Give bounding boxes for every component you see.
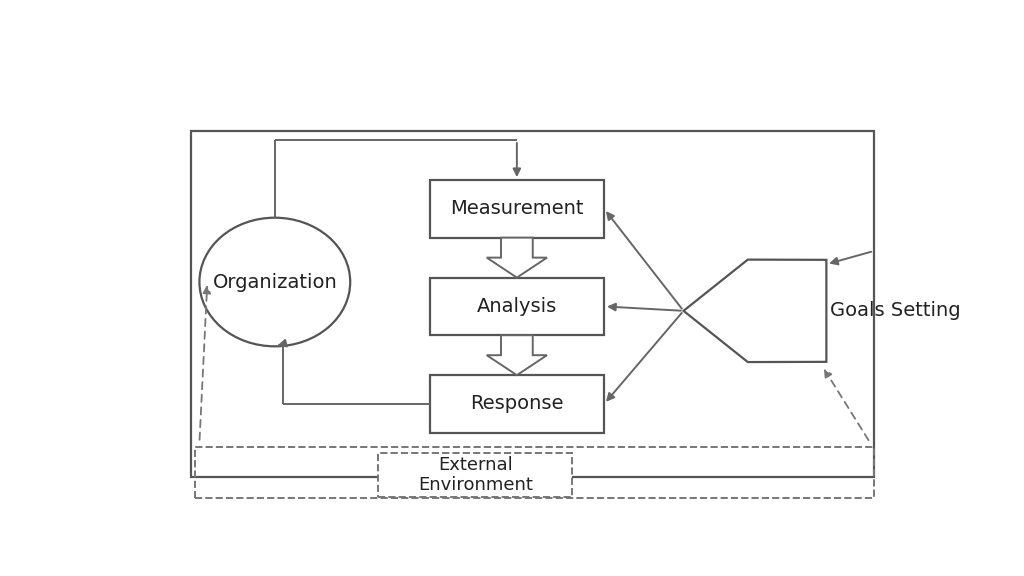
Bar <box>378 453 572 497</box>
Ellipse shape <box>200 218 350 346</box>
Bar <box>191 131 873 477</box>
Polygon shape <box>486 238 547 278</box>
Text: Measurement: Measurement <box>451 199 584 218</box>
Text: Goals Setting: Goals Setting <box>830 301 961 320</box>
Polygon shape <box>684 260 826 362</box>
Bar <box>430 278 604 335</box>
Text: External
Environment: External Environment <box>418 456 532 494</box>
Bar <box>430 180 604 238</box>
Text: Analysis: Analysis <box>477 297 557 316</box>
Text: Organization: Organization <box>212 272 337 291</box>
Text: Response: Response <box>470 395 563 414</box>
Bar <box>196 447 874 498</box>
Bar <box>430 375 604 433</box>
Polygon shape <box>486 335 547 375</box>
